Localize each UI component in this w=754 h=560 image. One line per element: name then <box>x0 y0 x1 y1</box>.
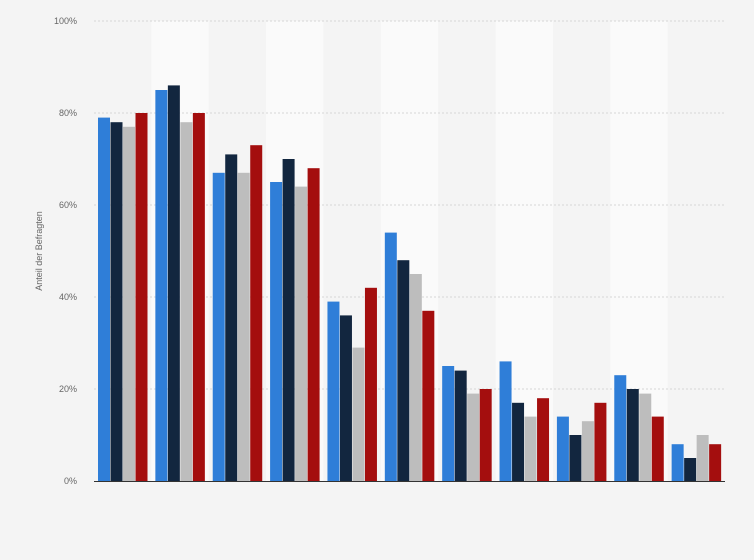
bar <box>626 389 639 481</box>
bar <box>282 159 295 481</box>
y-axis-title: Anteil der Befragten <box>34 211 44 291</box>
bar <box>512 402 525 481</box>
bar <box>307 168 320 481</box>
bar <box>110 122 123 481</box>
bar <box>454 370 467 481</box>
bar <box>397 260 410 481</box>
bar <box>671 444 684 481</box>
bar <box>556 416 569 481</box>
bar <box>364 287 377 481</box>
bar <box>537 398 550 481</box>
bar <box>422 310 435 481</box>
bar <box>295 186 308 481</box>
y-tick-label: 100% <box>54 16 77 26</box>
y-tick-label: 0% <box>64 476 77 486</box>
bar <box>98 117 110 481</box>
bar <box>569 435 582 481</box>
bar <box>639 393 652 481</box>
bar <box>614 375 627 481</box>
bar <box>167 85 180 482</box>
bar <box>684 458 697 481</box>
bar <box>339 315 352 481</box>
bar <box>180 122 193 481</box>
bar <box>123 126 135 482</box>
bar <box>651 416 664 481</box>
bar <box>409 274 422 481</box>
bar <box>155 90 168 481</box>
bar <box>499 361 512 481</box>
bar <box>270 182 283 481</box>
bar <box>135 113 148 481</box>
y-tick-label: 40% <box>59 292 77 302</box>
bar <box>442 366 455 481</box>
y-tick-label: 80% <box>59 108 77 118</box>
bar <box>352 347 365 481</box>
bar <box>467 393 480 481</box>
bars <box>98 85 722 482</box>
bar <box>327 301 340 481</box>
bar <box>594 402 607 481</box>
bar <box>212 172 225 482</box>
bar <box>250 145 263 481</box>
y-tick-label: 60% <box>59 200 77 210</box>
bar <box>225 154 238 481</box>
y-axis-ticks: 0% 20% 40% 60% 80% 100% <box>54 16 77 486</box>
bar <box>384 232 397 481</box>
bar <box>524 416 537 481</box>
bar <box>709 444 722 481</box>
y-tick-label: 20% <box>59 384 77 394</box>
bar <box>581 421 594 481</box>
bar <box>696 435 709 481</box>
bar <box>479 389 492 481</box>
bar <box>192 113 205 481</box>
bar <box>237 172 250 482</box>
